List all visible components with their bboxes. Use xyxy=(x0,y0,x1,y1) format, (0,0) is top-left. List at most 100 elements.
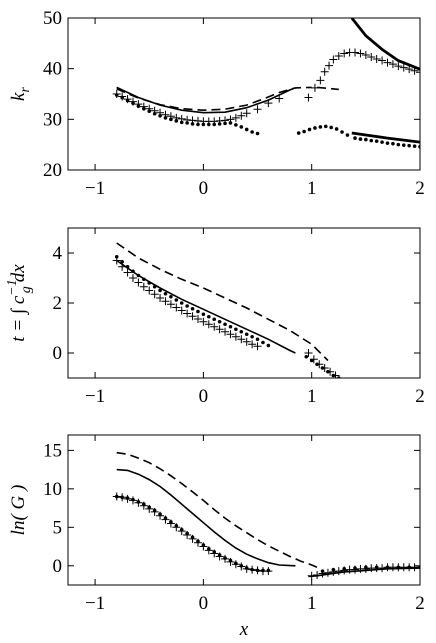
dot-marker xyxy=(313,126,317,130)
dot-marker xyxy=(255,131,260,136)
plus-marker xyxy=(334,567,343,576)
plus-marker xyxy=(177,527,186,536)
plus-marker xyxy=(204,546,213,555)
chart-panel-3: −1 0 1 2 0 5 10 15 ln( G ) x xyxy=(8,434,425,640)
plus-marker xyxy=(210,549,219,558)
plot-frame xyxy=(67,434,421,586)
dot-marker xyxy=(207,314,211,319)
dot-marker xyxy=(223,322,227,327)
plus-marker xyxy=(226,557,235,566)
x-axis-label: x xyxy=(239,619,249,640)
plus-marker xyxy=(128,274,137,282)
plus-marker xyxy=(304,349,313,357)
plus-marker xyxy=(134,498,143,507)
dot-marker xyxy=(302,129,306,134)
plus-marker xyxy=(351,48,360,57)
dot-marker xyxy=(228,324,233,329)
dot-marker xyxy=(239,125,244,129)
plus-marker xyxy=(318,569,327,578)
plus-marker xyxy=(221,554,230,563)
plus-marker xyxy=(145,286,154,295)
y-tick-label: 4 xyxy=(53,243,63,264)
plus-marker xyxy=(177,114,186,123)
plus-marker xyxy=(188,312,197,321)
chart-panel-1: −1 0 1 2 20 30 40 50 kr xyxy=(8,8,425,199)
dot-marker xyxy=(418,144,420,149)
dot-marker xyxy=(212,317,217,322)
dot-marker xyxy=(179,301,184,305)
plus-marker xyxy=(145,104,154,113)
plus-marker xyxy=(123,268,132,277)
dot-marker xyxy=(142,277,146,282)
plus-marker xyxy=(313,571,322,579)
dashed-line xyxy=(116,86,312,112)
dot-marker xyxy=(250,130,254,134)
plus-marker xyxy=(221,116,230,125)
plus-marker xyxy=(416,68,420,77)
dot-marker xyxy=(364,137,368,142)
plus-marker xyxy=(231,332,240,341)
plus-marker xyxy=(361,564,370,573)
y-tick-label: 10 xyxy=(43,479,62,500)
x-tick-label: 0 xyxy=(199,386,209,407)
dot-marker xyxy=(234,123,238,127)
plus-marker xyxy=(351,565,360,574)
plus-marker xyxy=(150,507,159,516)
dot-marker xyxy=(255,337,260,342)
dot-marker xyxy=(185,304,189,308)
plus-marker xyxy=(237,111,246,120)
plus-marker xyxy=(161,110,170,119)
plus-marker xyxy=(183,115,192,124)
y-tick-label: 20 xyxy=(43,160,62,181)
dot-marker xyxy=(391,141,395,146)
plus-marker xyxy=(193,116,202,125)
plus-marker xyxy=(156,108,165,117)
dot-marker xyxy=(380,140,384,144)
plus-marker xyxy=(210,322,219,331)
plus-marker xyxy=(231,113,240,122)
plus-marker xyxy=(253,342,262,351)
x-tick-label: 2 xyxy=(415,386,425,407)
dot-marker xyxy=(163,291,168,296)
plus-marker xyxy=(325,61,334,70)
y-axis-label: ln( G ) xyxy=(8,485,29,536)
dot-marker xyxy=(201,312,206,317)
dot-marker xyxy=(158,288,162,293)
plus-marker xyxy=(388,60,397,69)
plus-marker xyxy=(372,55,381,64)
dot-marker xyxy=(136,273,141,278)
plus-marker xyxy=(383,58,392,67)
y-tick-label: 40 xyxy=(43,59,62,80)
y-axis-label: kr xyxy=(8,87,33,101)
dot-marker xyxy=(131,269,135,274)
plus-marker xyxy=(156,294,165,302)
y-tick-label: 15 xyxy=(43,440,62,461)
x-tick-label: 2 xyxy=(415,593,425,614)
x-tick-label: −1 xyxy=(85,178,105,199)
dot-marker xyxy=(407,143,411,148)
plus-marker xyxy=(139,501,148,510)
x-tick-label: −1 xyxy=(85,386,105,407)
plus-marker xyxy=(253,105,262,114)
plus-marker xyxy=(166,112,175,121)
dot-marker xyxy=(369,138,374,143)
dot-marker xyxy=(120,259,124,264)
dot-marker xyxy=(174,298,179,302)
plus-marker xyxy=(210,117,219,126)
dot-marker xyxy=(374,139,379,143)
plus-marker xyxy=(242,109,251,118)
plus-marker xyxy=(275,94,284,103)
dashed-line xyxy=(317,86,339,91)
plus-marker xyxy=(188,116,197,125)
plus-marker xyxy=(315,360,324,369)
plus-marker xyxy=(242,337,251,346)
x-tick-label: 1 xyxy=(307,386,317,407)
plus-marker xyxy=(226,115,235,124)
plus-marker xyxy=(118,493,127,502)
plus-marker xyxy=(310,83,319,92)
plus-marker xyxy=(237,335,246,344)
plus-marker xyxy=(367,53,376,62)
plus-marker xyxy=(416,563,420,572)
plus-marker xyxy=(237,562,246,571)
plus-marker xyxy=(226,330,235,339)
